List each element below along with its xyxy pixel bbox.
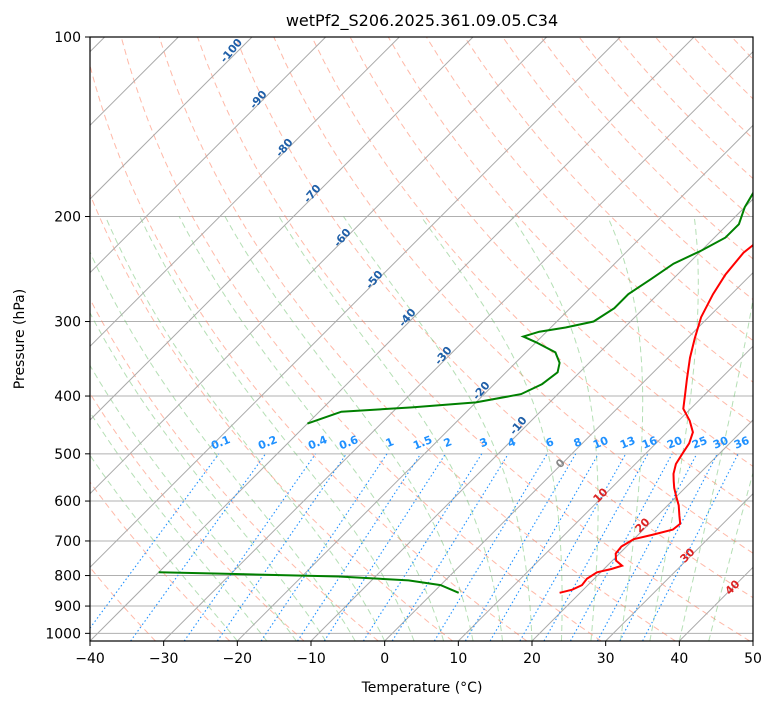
y-tick-label: 800	[54, 569, 81, 585]
isotherm-line	[457, 345, 753, 641]
plot-frame	[89, 36, 754, 642]
moist-adiabat	[90, 411, 268, 641]
mixing-ratio-line	[323, 453, 446, 641]
mixing-ratio-line	[464, 453, 577, 641]
x-tick-label: 40	[670, 651, 688, 667]
x-tick-label: 20	[523, 651, 541, 667]
mixing-ratio-line	[433, 453, 548, 641]
moist-adiabat	[90, 311, 327, 641]
x-axis-label: Temperature (°C)	[361, 680, 483, 696]
y-tick-label: 600	[54, 494, 81, 510]
mixing-ratio-label: 36	[732, 434, 751, 452]
x-tick-label: 10	[449, 651, 467, 667]
grid-layer	[90, 37, 753, 641]
mixing-ratio-line	[260, 453, 388, 641]
x-tick-label: −30	[149, 651, 179, 667]
moist-adiabat	[90, 250, 356, 641]
mixing-ratio-line	[596, 453, 698, 641]
mixing-ratio-line	[362, 453, 483, 641]
isotherm-line	[310, 198, 753, 641]
y-tick-label: 1000	[45, 626, 81, 642]
mixing-ratio-line	[90, 453, 220, 630]
x-tick-label: 30	[597, 651, 615, 667]
dry-adiabat	[90, 392, 305, 641]
dry-adiabat	[90, 297, 379, 641]
y-tick-label: 300	[54, 315, 81, 331]
mixing-ratio-label: 2	[442, 435, 454, 450]
moist-adiabat	[511, 216, 599, 641]
dry-adiabat	[311, 37, 753, 511]
dry-adiabat	[464, 37, 753, 342]
isotherm-line	[90, 37, 400, 348]
y-axis-label: Pressure (hPa)	[12, 289, 28, 389]
moist-adiabat	[343, 216, 533, 641]
curve-layer	[158, 191, 753, 594]
moist-adiabat	[649, 216, 699, 641]
mixing-ratio-line	[391, 453, 509, 641]
mixing-ratio-label: 30	[711, 434, 730, 452]
dry-adiabat	[120, 37, 602, 641]
isotherm-line	[90, 37, 474, 421]
moist-adiabat	[278, 216, 503, 641]
isotherm-line	[236, 124, 753, 641]
mixing-ratio-line	[297, 453, 422, 641]
mixing-ratio-label: 10	[591, 434, 610, 452]
dry-adiabat	[158, 37, 676, 641]
isotherm-line	[90, 37, 621, 569]
dewpoint-upper-curve	[307, 191, 753, 425]
x-tick-label: 0	[380, 651, 389, 667]
moist-adiabat	[678, 296, 753, 641]
mixing-ratio-line	[130, 453, 267, 641]
y-tick-label: 500	[54, 447, 81, 463]
y-tick-label: 200	[54, 210, 81, 226]
moist-adiabat	[420, 216, 563, 641]
mixing-ratio-label: 8	[572, 435, 584, 450]
y-tick-label: 400	[54, 389, 81, 405]
y-tick-label: 700	[54, 534, 81, 550]
isotherm-line	[90, 37, 327, 274]
x-tick-label: 50	[744, 651, 762, 667]
x-tick-label: −10	[296, 651, 326, 667]
isotherm-line	[605, 492, 753, 641]
dry-adiabat	[387, 37, 753, 425]
y-tick-label: 100	[54, 30, 81, 46]
dry-adiabat	[273, 37, 753, 554]
mixing-ratio-label: 25	[690, 434, 709, 452]
mixing-ratio-label: 3	[478, 435, 490, 450]
x-tick-label: −20	[223, 651, 253, 667]
dry-adiabat	[425, 37, 753, 383]
mixing-ratio-label: 16	[640, 434, 659, 452]
dry-adiabat	[90, 63, 528, 641]
axis-layer: −40 −30 −20 −10 0 10 20 30 40 50 100 200 300 400 500 60…	[45, 30, 762, 667]
moist-adiabat	[178, 216, 445, 641]
mixing-ratio-label: 13	[618, 434, 637, 452]
moist-adiabat	[224, 216, 474, 641]
isotherm-line	[384, 271, 753, 641]
mixing-ratio-line	[489, 453, 599, 641]
moist-adiabat	[90, 364, 297, 641]
dewpoint-curve	[158, 571, 460, 594]
isotherm-line	[90, 37, 548, 495]
isotherm-line	[90, 37, 253, 200]
moist-adiabat	[139, 216, 415, 641]
moist-adiabat	[90, 454, 238, 641]
mixing-ratio-label: 20	[665, 434, 684, 452]
y-tick-label: 900	[54, 599, 81, 615]
isotherm-line	[163, 50, 753, 641]
moist-adiabat	[607, 216, 644, 641]
x-tick-label: −40	[75, 651, 105, 667]
mixing-ratio-line	[642, 453, 739, 641]
mixing-ratio-line	[216, 453, 347, 641]
dry-adiabat	[349, 37, 753, 468]
isotherm-line	[90, 37, 695, 641]
chart-title: wetPf2_S206.2025.361.09.05.C34	[286, 11, 558, 31]
dry-adiabat	[90, 192, 453, 641]
mixing-ratio-label: 1	[384, 435, 396, 450]
temperature-curve	[559, 243, 753, 594]
